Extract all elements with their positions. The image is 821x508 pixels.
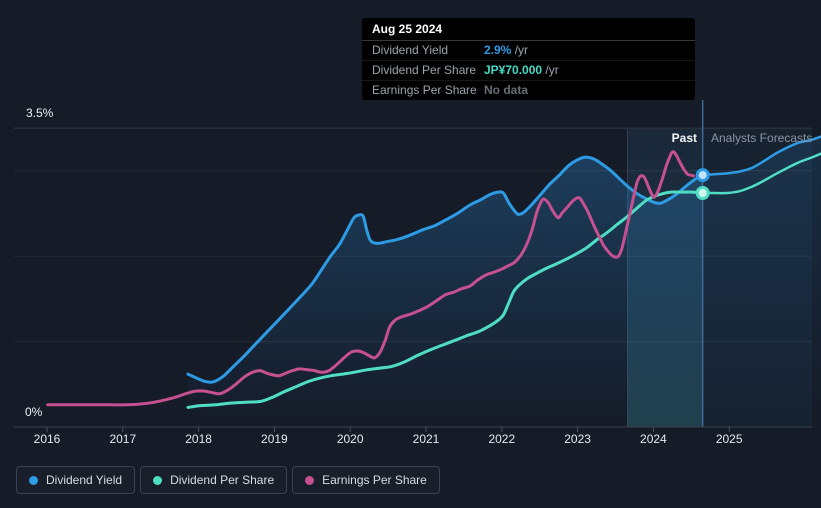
chart-legend: Dividend Yield Dividend Per Share Earnin… — [16, 466, 440, 494]
chart-plot-area[interactable] — [0, 0, 821, 455]
earnings-per-share-line — [46, 150, 696, 407]
dividend-yield-dot-icon — [29, 475, 38, 485]
dividend-per-share-line — [186, 190, 705, 409]
tooltip-label: Earnings Per Share — [372, 83, 477, 97]
tooltip-value: No data — [484, 83, 529, 97]
tooltip-value: JP¥70.000 /yr — [484, 63, 559, 77]
dividend-yield-forecast-line — [701, 135, 821, 177]
x-axis-label-2025: 2025 — [715, 432, 743, 446]
x-axis-label-2019: 2019 — [261, 432, 288, 446]
dividend-yield-line — [186, 155, 705, 384]
dividend-yield-area-forecast — [702, 136, 821, 427]
x-axis-label-2020: 2020 — [336, 432, 364, 446]
tooltip-label: Dividend Per Share — [372, 63, 477, 77]
dividend-per-share-forecast-line — [701, 152, 821, 195]
x-axis-label-2021: 2021 — [412, 432, 440, 446]
x-axis-label-2018: 2018 — [185, 432, 212, 446]
y-axis-min-label: 0% — [25, 405, 43, 419]
chart-tooltip: Aug 25 2024 Dividend Yield 2.9% /yr Divi… — [362, 18, 695, 100]
tooltip-label: Dividend Yield — [372, 43, 449, 57]
legend-item-dividend-yield[interactable]: Dividend Yield — [16, 466, 136, 494]
x-axis-label-2017: 2017 — [109, 432, 137, 446]
legend-item-dividend-per-share[interactable]: Dividend Per Share — [140, 466, 288, 494]
x-axis-label-2022: 2022 — [488, 432, 516, 446]
dividend-per-share-dot-icon — [153, 475, 163, 485]
legend-item-earnings-per-share[interactable]: Earnings Per Share — [292, 466, 440, 494]
tooltip-value: 2.9% /yr — [484, 43, 529, 57]
tooltip-date: Aug 25 2024 — [362, 18, 695, 41]
dividend-yield-marker-dot[interactable] — [695, 168, 710, 183]
dividend-yield-area-past — [188, 157, 703, 428]
past-region-label: Past — [671, 131, 697, 145]
forecast-region-label: Analysts Forecasts — [711, 131, 813, 145]
x-axis-label-2023: 2023 — [564, 432, 591, 446]
earnings-per-share-dot-icon — [305, 475, 315, 485]
tooltip-row-dividend-yield: Dividend Yield 2.9% /yr — [362, 41, 695, 60]
dividend-per-share-marker-dot[interactable] — [695, 186, 710, 200]
x-axis-label-2016: 2016 — [33, 432, 61, 446]
tooltip-row-dividend-per-share: Dividend Per Share JP¥70.000 /yr — [362, 60, 695, 80]
tooltip-row-earnings-per-share: Earnings Per Share No data — [362, 80, 695, 100]
y-axis-max-label: 3.5% — [26, 106, 54, 120]
x-axis-label-2024: 2024 — [640, 432, 667, 446]
